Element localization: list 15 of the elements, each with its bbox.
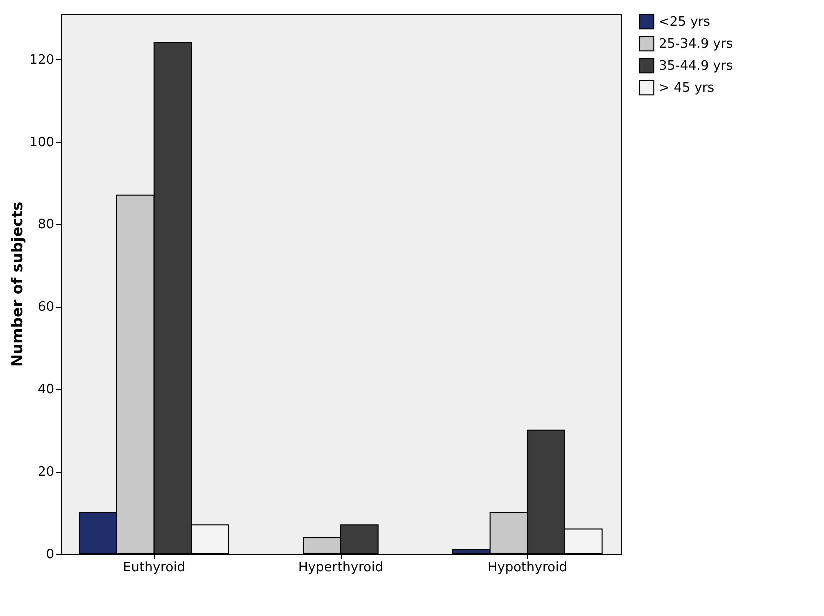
y-tick-label: 80 — [38, 218, 54, 233]
legend-label: 35-44.9 yrs — [659, 59, 734, 74]
x-tick-label: Euthyroid — [123, 560, 186, 576]
legend-label: 25-34.9 yrs — [659, 37, 734, 52]
y-tick-label: 60 — [38, 300, 54, 316]
y-tick-label: 0 — [46, 548, 54, 562]
y-axis-title: Number of subjects — [8, 202, 27, 368]
y-tick-label: 120 — [30, 52, 54, 68]
x-tick-label: Hypothyroid — [488, 560, 568, 576]
y-tick-label: 20 — [38, 465, 54, 480]
y-tick-label: 40 — [38, 382, 54, 398]
legend-label: > 45 yrs — [659, 81, 715, 96]
y-tick-label: 100 — [30, 135, 54, 150]
legend-label: <25 yrs — [659, 15, 711, 30]
x-tick-label: Hyperthyroid — [298, 560, 384, 576]
